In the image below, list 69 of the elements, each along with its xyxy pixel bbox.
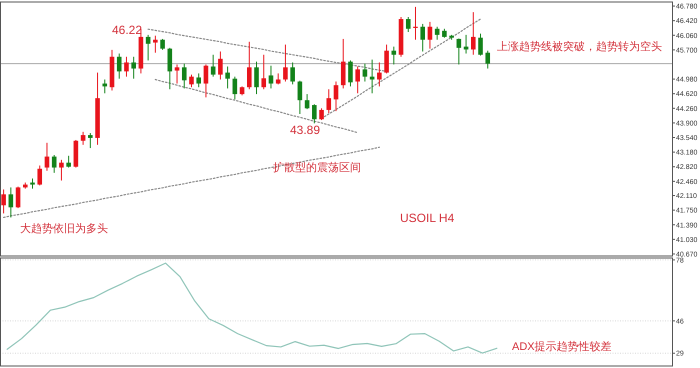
candlestick: [52, 154, 56, 174]
candlestick: [116, 53, 122, 80]
annotation: 大趋势依旧为多头: [20, 222, 108, 235]
candlestick: [377, 62, 382, 87]
candlestick: [124, 56, 129, 78]
candlestick: [131, 56, 136, 80]
candlestick: [370, 59, 374, 94]
annotation: USOIL H4: [400, 211, 455, 225]
candlestick: [470, 12, 476, 56]
candlestick: [312, 104, 317, 124]
candlestick: [59, 159, 64, 182]
candlestick: [298, 80, 302, 114]
line-series: [3, 146, 380, 218]
candlestick: [261, 54, 266, 90]
candlestick: [66, 155, 71, 168]
candlestick: [153, 35, 158, 54]
candlestick: [392, 46, 396, 65]
candlestick: [189, 74, 194, 88]
line-series: [6, 262, 498, 354]
candlestick: [37, 165, 42, 186]
candlestick: [1, 188, 6, 214]
candlestick: [204, 64, 208, 98]
candlestick: [319, 108, 324, 121]
candlestick: [168, 47, 172, 90]
candlestick: [30, 178, 35, 190]
candlestick: [232, 76, 238, 100]
candlestick: [44, 142, 50, 172]
candlestick: [283, 44, 288, 82]
candlestick: [174, 64, 180, 84]
candlestick: [102, 79, 108, 94]
candlestick: [348, 60, 353, 87]
text: ADX提示趋势性较差: [512, 340, 612, 353]
candlestick: [334, 81, 338, 112]
candlestick: [276, 72, 280, 85]
line-series: [154, 78, 358, 134]
candlestick: [182, 63, 187, 89]
candlestick: [80, 131, 86, 146]
candlestick: [290, 62, 295, 85]
candlestick: [355, 66, 360, 94]
candlestick: [413, 6, 418, 40]
candlestick: [225, 66, 230, 89]
candlestick: [362, 63, 368, 82]
candlestick: [384, 44, 389, 74]
candlestick: [246, 41, 252, 90]
annotation: 扩散型的震荡区间: [273, 161, 361, 174]
candlestick: [16, 186, 20, 209]
candlestick: [326, 88, 332, 114]
candlestick: [420, 23, 426, 52]
candlestick: [434, 26, 440, 40]
candlestick: [196, 72, 202, 88]
candlestick: [406, 16, 411, 33]
candlestick: [88, 132, 93, 149]
annotation: 46.22: [112, 23, 142, 37]
candlestick: [8, 186, 14, 218]
candlestick: [340, 38, 346, 89]
candlestick: [268, 65, 274, 89]
candlestick: [160, 38, 165, 50]
annotation: 43.89: [290, 123, 320, 137]
candlestick: [304, 94, 310, 110]
annotation: 上涨趋势线被突破，趋势转为空头: [497, 40, 662, 53]
candlestick: [478, 33, 483, 56]
candlestick: [428, 21, 432, 50]
candlestick: [218, 51, 223, 80]
candlestick: [456, 38, 462, 65]
candlestick: [210, 54, 216, 78]
candlestick: [464, 34, 468, 54]
candlestick: [146, 34, 150, 61]
candlestick: [485, 50, 490, 70]
candlestick: [254, 61, 259, 95]
